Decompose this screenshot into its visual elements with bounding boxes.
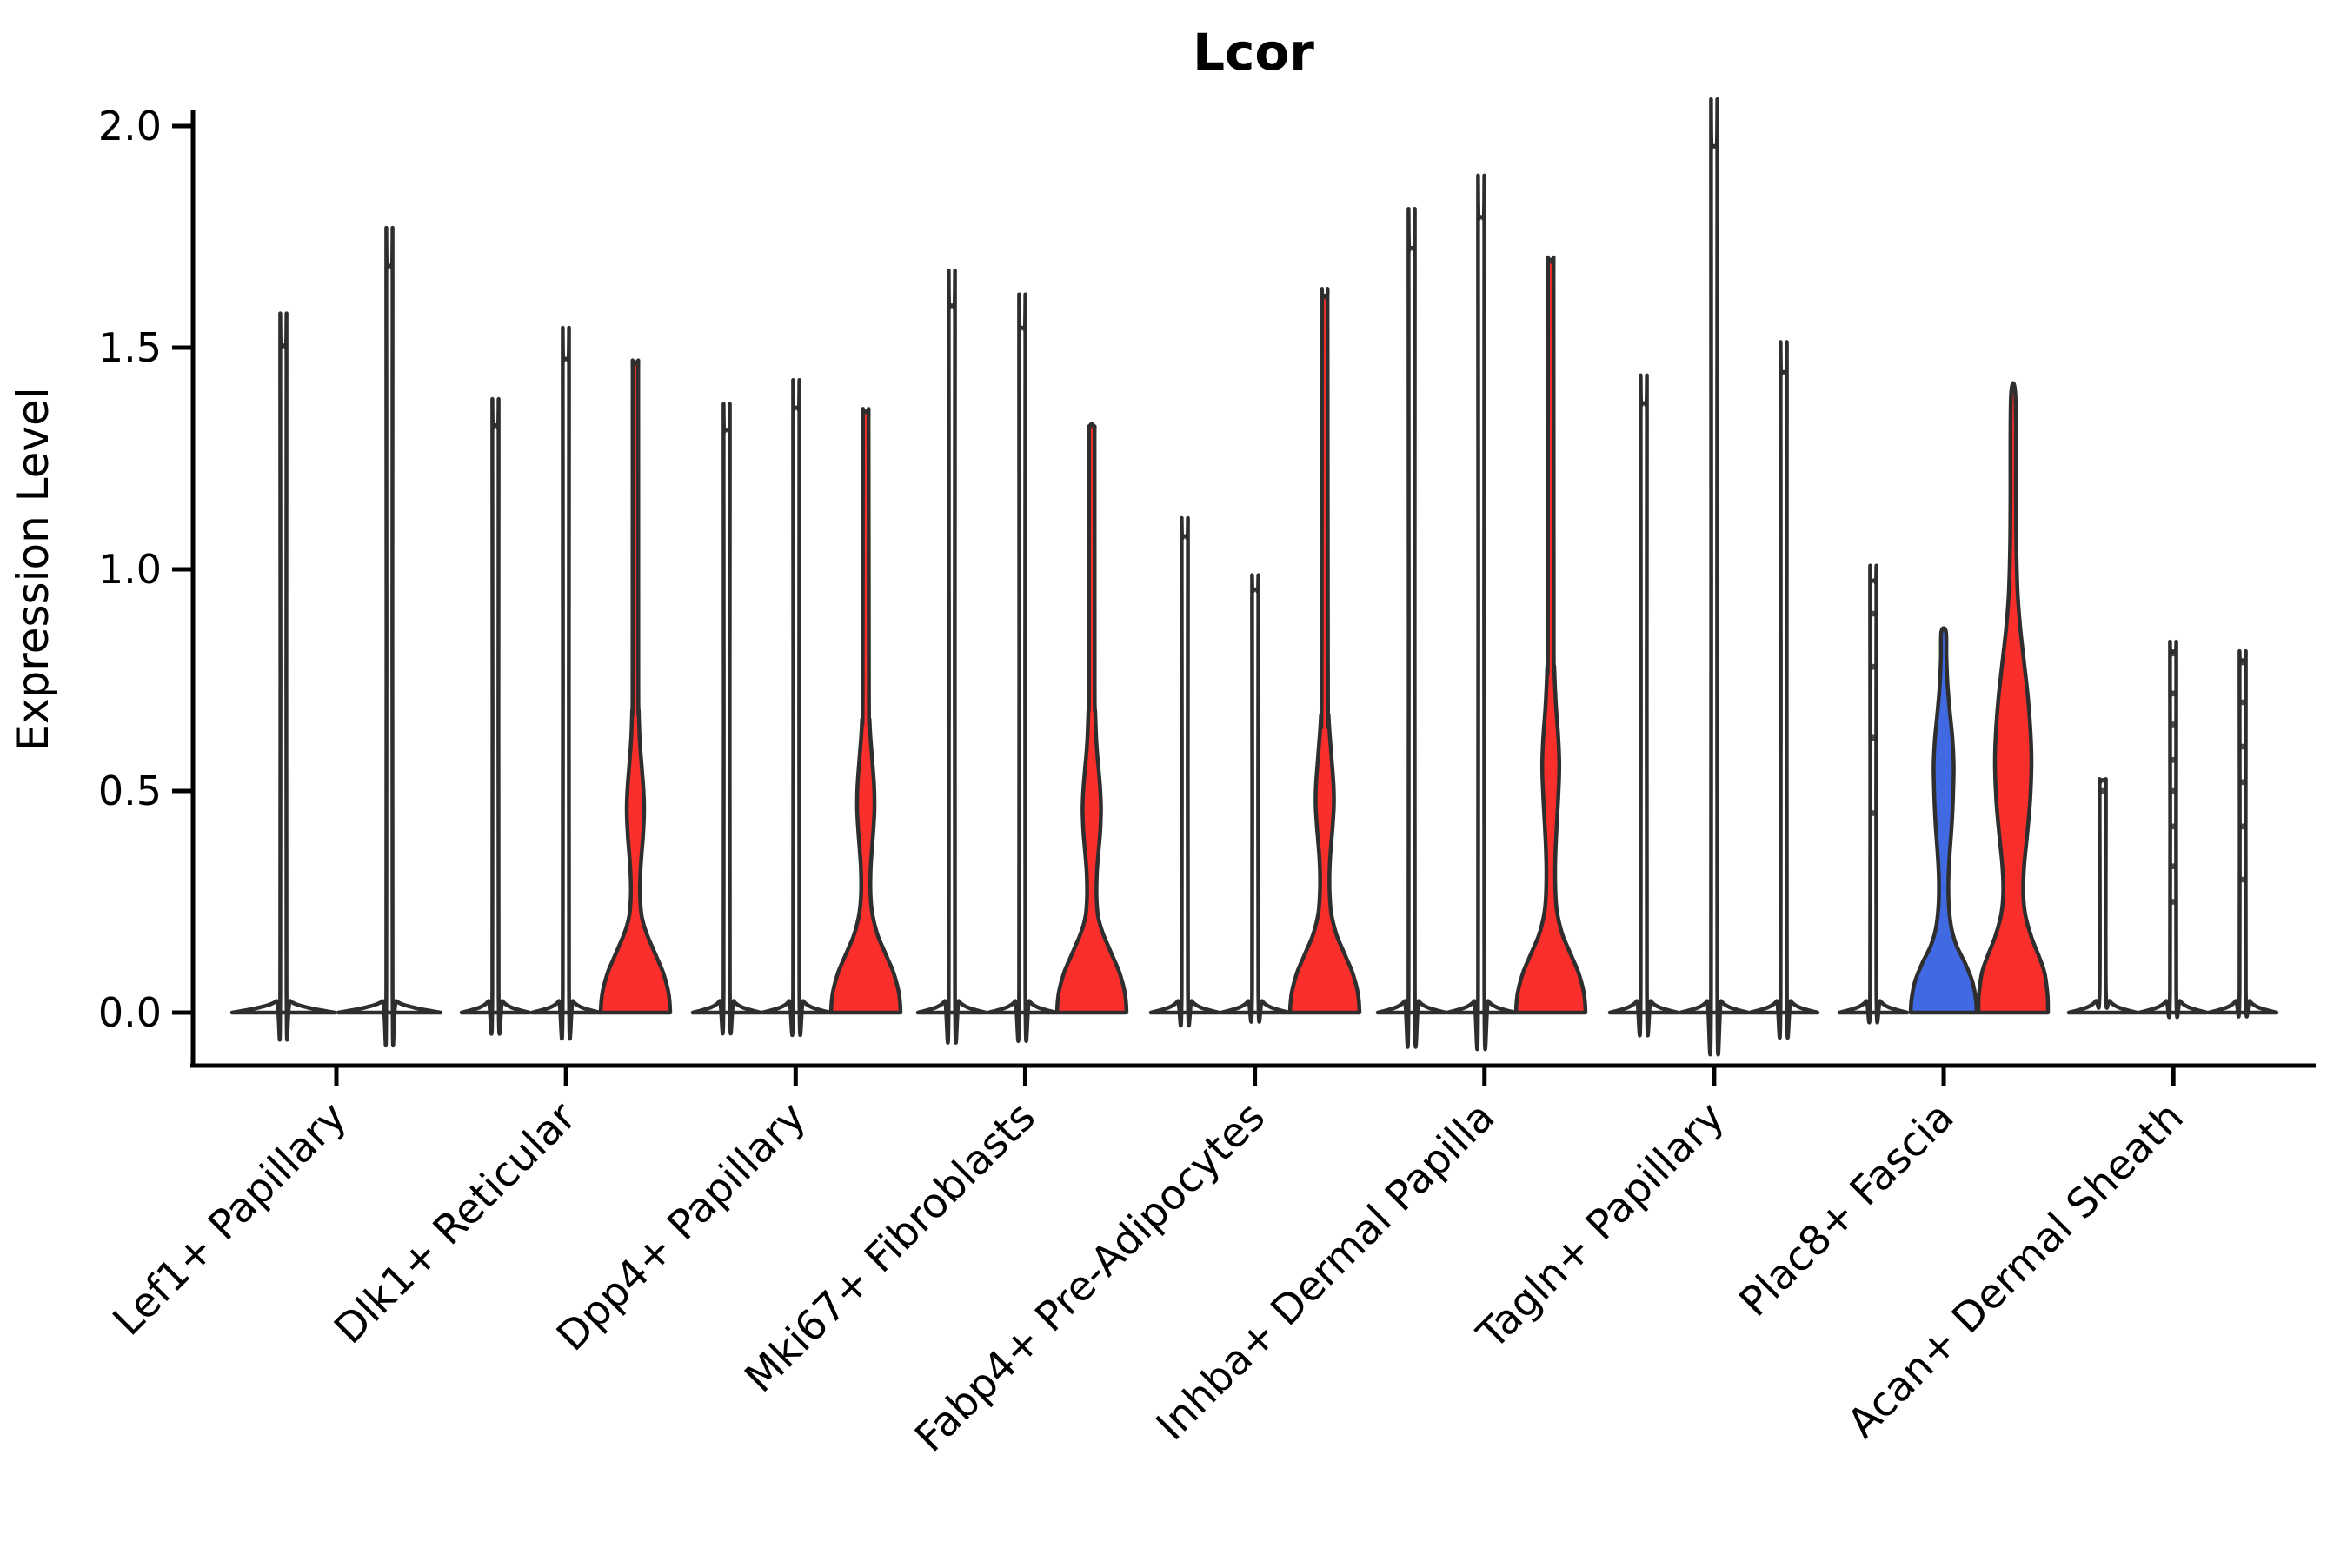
expression-point	[2239, 823, 2246, 830]
expression-point	[1870, 810, 1877, 816]
violin-red	[1976, 381, 2051, 1015]
violin-white	[229, 311, 337, 1042]
violin-white	[690, 402, 763, 1036]
x-tick-label: Plac8+ Fascia	[1731, 1093, 1964, 1326]
expression-point	[2170, 690, 2177, 697]
violin-blue	[1908, 626, 1979, 1015]
x-tick-label: Tagln+ Papillary	[1467, 1093, 1733, 1359]
violin-red	[1287, 287, 1362, 1015]
expression-point	[2099, 787, 2106, 794]
violin-red	[828, 407, 903, 1015]
violin-white	[2206, 649, 2279, 1019]
y-tick-label: 2.0	[98, 103, 162, 149]
x-tick-label: Dpp4+ Papillary	[548, 1093, 815, 1361]
violin-red	[598, 358, 673, 1015]
expression-point	[2170, 823, 2177, 830]
expression-point	[2170, 756, 2177, 763]
y-axis-ticks: 0.0 0.5 1.0 1.5 2.0	[98, 103, 193, 1036]
violin-white	[1678, 97, 1751, 1057]
y-tick-label: 0.0	[98, 989, 162, 1036]
violin-white	[1747, 340, 1820, 1040]
violin-white	[1607, 373, 1680, 1038]
x-tick-label: Dlk1+ Reticular	[325, 1093, 586, 1353]
expression-point	[2239, 876, 2246, 883]
y-axis-label: Expression Level	[8, 387, 58, 751]
violin-white	[2066, 777, 2139, 1015]
expression-point	[2239, 743, 2246, 750]
y-tick-label: 0.5	[98, 767, 162, 814]
violin-white	[760, 378, 833, 1038]
violin-red	[1513, 255, 1588, 1015]
violin-shapes	[229, 97, 2279, 1057]
expression-point	[2239, 659, 2246, 666]
expression-point	[1870, 610, 1877, 617]
chart-title: Lcor	[1193, 23, 1314, 82]
violin-white	[1148, 515, 1221, 1028]
expression-point	[2170, 650, 2177, 657]
y-tick-label: 1.5	[98, 324, 162, 371]
violin-white	[1219, 573, 1292, 1024]
violin-white	[459, 397, 532, 1036]
expression-point	[2239, 779, 2246, 786]
violin-white	[986, 292, 1059, 1043]
violin-white	[915, 269, 988, 1045]
expression-point	[1870, 734, 1877, 741]
expression-point	[1870, 663, 1877, 670]
violin-white	[1445, 173, 1518, 1052]
y-tick-label: 1.0	[98, 546, 162, 593]
x-tick-label: Lef1+ Papillary	[104, 1093, 356, 1345]
violin-white	[529, 325, 602, 1041]
violin-white	[1837, 563, 1910, 1025]
violin-white	[1375, 207, 1448, 1049]
violin-white	[336, 225, 443, 1048]
expression-point	[2170, 863, 2177, 870]
expression-point	[2170, 899, 2177, 905]
expression-point	[2170, 787, 2177, 794]
violin-white	[2137, 640, 2210, 1020]
expression-point	[2170, 721, 2177, 728]
violin-red	[1054, 422, 1129, 1015]
expression-point	[2239, 699, 2246, 706]
